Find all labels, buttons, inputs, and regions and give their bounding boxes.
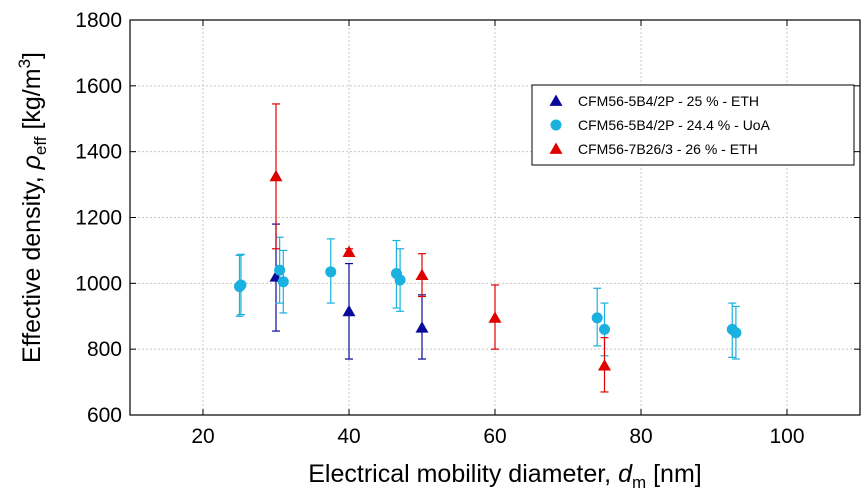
y-tick-label: 1800 <box>75 9 122 32</box>
legend-item: CFM56-7B26/3 - 26 % - ETH <box>549 141 758 157</box>
x-tick-label: 100 <box>769 425 804 448</box>
y-tick-label: 1200 <box>75 207 122 230</box>
y-tick-label: 800 <box>87 338 122 361</box>
legend-box <box>531 84 855 166</box>
legend-label: CFM56-7B26/3 - 26 % - ETH <box>578 141 758 157</box>
data-point <box>235 279 247 291</box>
legend-label: CFM56-5B4/2P - 24.4 % - UoA <box>578 117 771 133</box>
legend-label: CFM56-5B4/2P - 25 % - ETH <box>578 93 759 109</box>
legend: CFM56-5B4/2P - 25 % - ETH CFM56-5B4/2P - … <box>531 84 855 166</box>
legend-marker <box>550 119 562 131</box>
x-tick-label: 80 <box>629 425 652 448</box>
legend-item: CFM56-5B4/2P - 24.4 % - UoA <box>550 117 771 133</box>
data-point <box>488 311 502 323</box>
data-point <box>415 268 429 280</box>
y-axis-title: Effective density, ρeff [kg/m3] <box>15 52 50 363</box>
data-point <box>415 321 429 333</box>
data-point <box>342 304 356 317</box>
legend-item: CFM56-5B4/2P - 25 % - ETH <box>549 93 759 109</box>
y-tick-label: 1400 <box>75 141 122 164</box>
legend-marker <box>549 94 563 106</box>
series-group <box>234 236 742 360</box>
data-point <box>342 245 356 257</box>
data-point <box>394 274 406 286</box>
x-tick-label: 60 <box>483 425 506 448</box>
data-point <box>599 323 610 335</box>
data-point <box>598 359 611 371</box>
data-point <box>274 264 286 276</box>
y-tick-label: 1600 <box>75 75 122 98</box>
y-tick-label: 600 <box>87 404 122 427</box>
data-marks <box>234 103 742 393</box>
data-point <box>591 312 603 324</box>
x-axis-title: Electrical mobility diameter, dm [nm] <box>308 460 701 492</box>
data-point <box>325 266 337 278</box>
x-tick-label: 40 <box>337 425 360 448</box>
x-tick-label: 20 <box>191 425 214 448</box>
data-point <box>277 276 289 288</box>
legend-marker <box>549 142 563 154</box>
axis-ticks: 20 40 60 80 100 600 800 1000 1200 1400 1600 1800 <box>75 9 860 448</box>
y-tick-label: 1000 <box>75 272 122 295</box>
data-point <box>269 169 283 182</box>
series-group <box>269 103 611 393</box>
data-point <box>730 327 742 339</box>
